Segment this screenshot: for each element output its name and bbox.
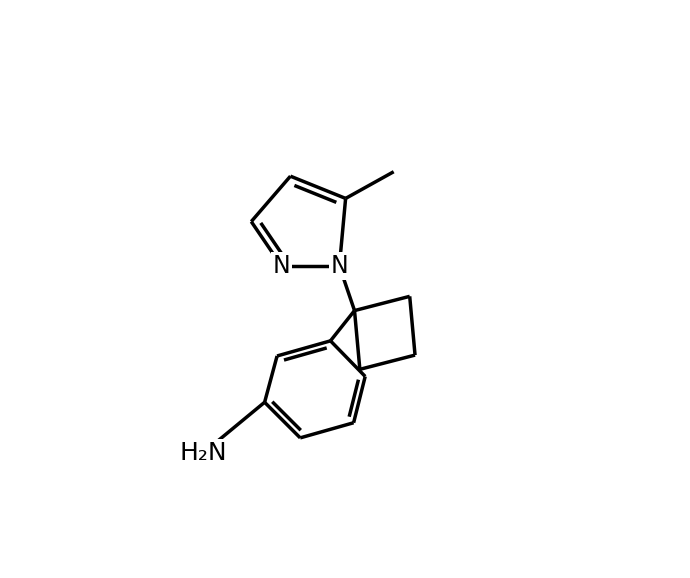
Text: N: N <box>273 254 290 278</box>
Text: H₂N: H₂N <box>179 441 227 465</box>
Text: N: N <box>331 254 348 278</box>
